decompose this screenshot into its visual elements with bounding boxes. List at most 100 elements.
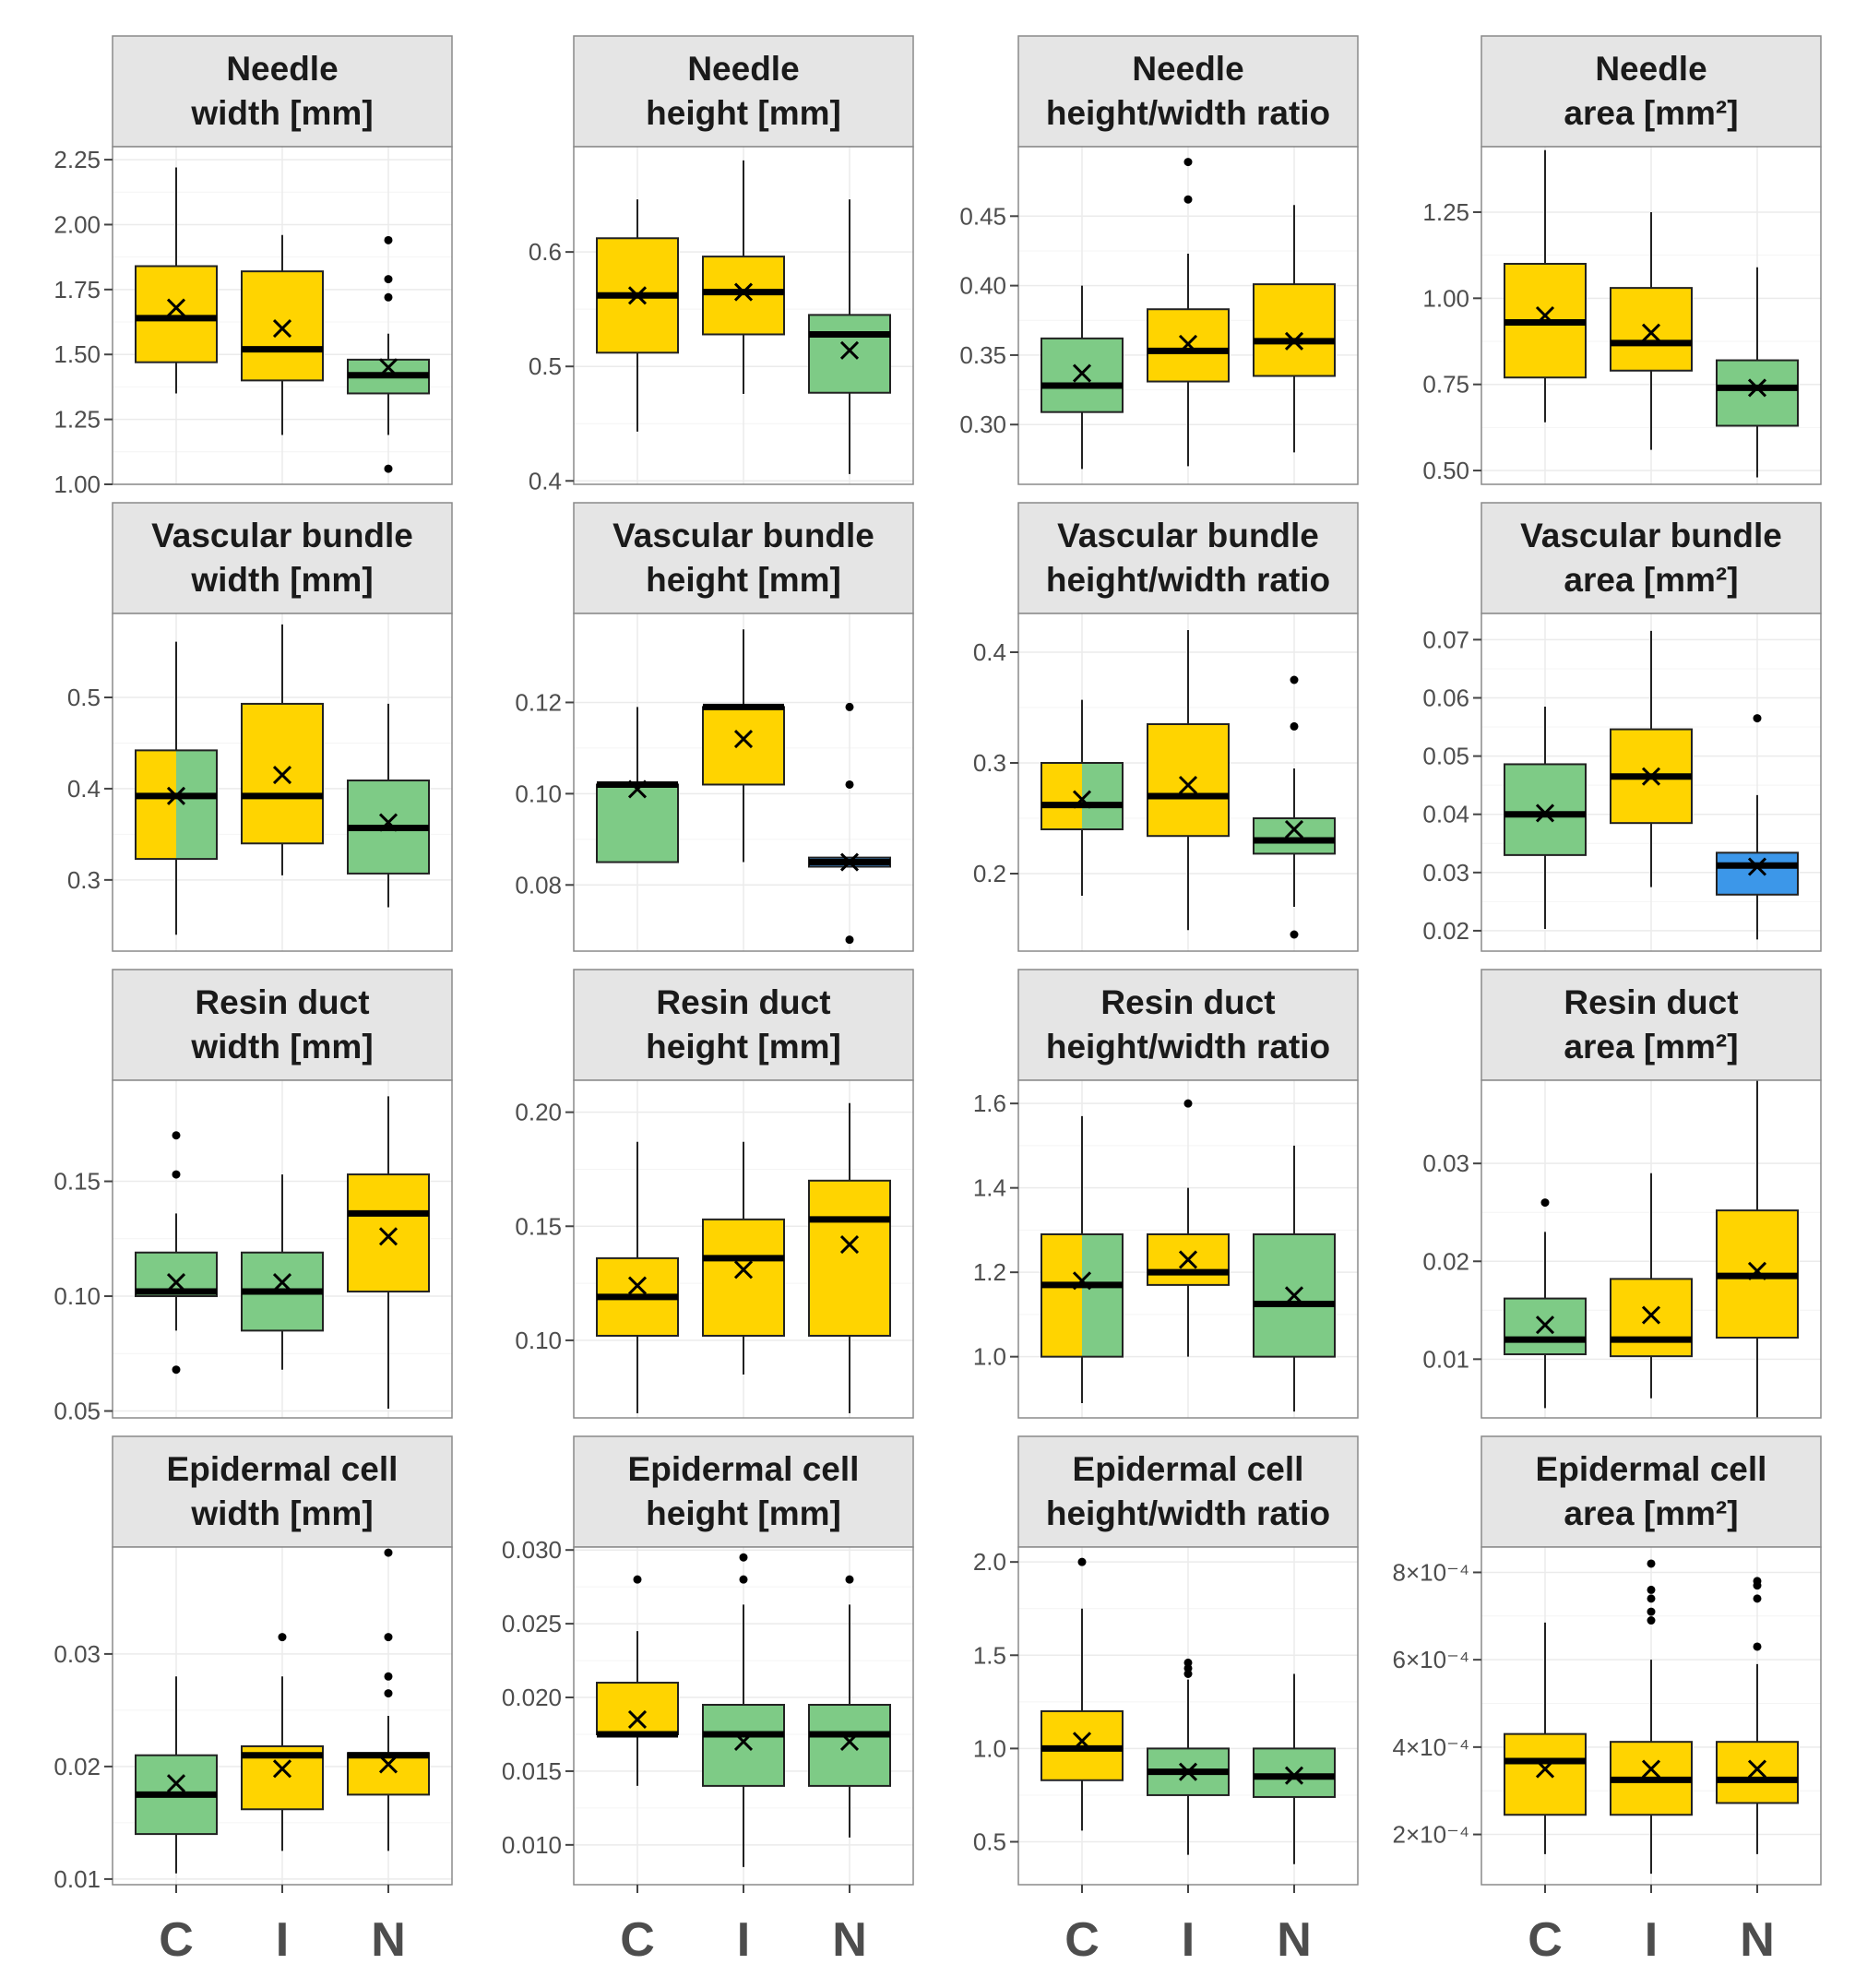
mean-marker bbox=[1072, 1732, 1092, 1751]
y-tick-label: 1.5 bbox=[973, 1641, 1006, 1669]
plot-border bbox=[1017, 1079, 1359, 1419]
outlier-point bbox=[1183, 1099, 1193, 1108]
panel-title-line: height [mm] bbox=[646, 94, 841, 132]
y-tick-label: 0.01 bbox=[1422, 1345, 1469, 1373]
panel-title-line: width [mm] bbox=[190, 1028, 373, 1065]
mean-marker bbox=[272, 766, 292, 785]
panel-title-line: Vascular bundle bbox=[151, 517, 413, 554]
y-tick-label: 0.3 bbox=[973, 749, 1006, 777]
box-C bbox=[1504, 706, 1587, 930]
box-N bbox=[1253, 205, 1336, 453]
outlier-point bbox=[633, 1575, 642, 1584]
y-tick-label: 1.2 bbox=[973, 1258, 1006, 1286]
mean-marker bbox=[839, 340, 860, 360]
mean-marker bbox=[166, 1273, 186, 1292]
mean-marker bbox=[733, 1260, 754, 1280]
box-iqr bbox=[1253, 817, 1336, 855]
box-iqr bbox=[1610, 287, 1693, 372]
panel-10: Resin duct height/width ratio 1.0 1.2 1.4 1.6 bbox=[973, 969, 1359, 1419]
outlier-point bbox=[384, 1633, 393, 1642]
y-tick-label: 0.03 bbox=[1422, 1149, 1469, 1177]
box-iqr bbox=[135, 265, 218, 363]
mean-marker bbox=[1747, 857, 1767, 876]
y-tick-label: 1.00 bbox=[54, 470, 101, 498]
x-category-label: C bbox=[1064, 1913, 1100, 1967]
y-tick-label: 0.10 bbox=[54, 1282, 101, 1310]
y-tick-label: 0.10 bbox=[515, 780, 562, 807]
y-tick-label: 0.02 bbox=[1422, 1247, 1469, 1275]
y-tick-label: 1.25 bbox=[54, 406, 101, 434]
mean-marker bbox=[1072, 790, 1092, 809]
box-iqr bbox=[1716, 1741, 1799, 1804]
x-category-label: C bbox=[159, 1913, 194, 1967]
box-I bbox=[1610, 1559, 1693, 1875]
panel-strip bbox=[573, 35, 914, 148]
y-tick-label: 4×10⁻⁴ bbox=[1393, 1733, 1469, 1761]
y-tick-label: 0.30 bbox=[959, 411, 1006, 438]
outlier-point bbox=[1647, 1559, 1656, 1568]
panel-strip bbox=[1481, 1435, 1822, 1548]
mean-marker bbox=[1641, 1305, 1661, 1325]
plot-border bbox=[112, 613, 453, 952]
mean-marker bbox=[1284, 819, 1304, 839]
mean-marker bbox=[166, 1774, 186, 1793]
mean-marker bbox=[272, 1273, 292, 1292]
panel-title-line: height/width ratio bbox=[1046, 1028, 1330, 1065]
y-tick-label: 1.4 bbox=[973, 1174, 1006, 1202]
panel-6: Vascular bundle height/width ratio 0.2 0.3 0… bbox=[973, 502, 1359, 952]
y-tick-label: 0.12 bbox=[515, 688, 562, 716]
x-category-label: N bbox=[371, 1913, 406, 1967]
plot-border bbox=[573, 613, 914, 952]
y-tick-label: 0.025 bbox=[502, 1610, 562, 1637]
box-iqr bbox=[1041, 337, 1124, 413]
y-tick-label: 0.02 bbox=[1422, 917, 1469, 945]
panel-5: Vascular bundle height [mm] 0.08 0.10 0.12 bbox=[515, 502, 914, 952]
mean-marker bbox=[627, 286, 648, 305]
box-I bbox=[1147, 158, 1230, 467]
panel-strip bbox=[1481, 502, 1822, 614]
mean-marker bbox=[733, 1732, 754, 1752]
box-fill-right bbox=[1082, 1233, 1123, 1357]
y-tick-label: 0.5 bbox=[67, 684, 101, 711]
outlier-point bbox=[1290, 930, 1299, 939]
panel-strip bbox=[1017, 35, 1359, 148]
y-tick-label: 1.25 bbox=[1422, 198, 1469, 226]
outlier-point bbox=[1647, 1616, 1656, 1625]
box-N bbox=[347, 235, 430, 473]
x-category-label: I bbox=[1182, 1913, 1195, 1967]
box-iqr bbox=[1147, 1232, 1230, 1286]
box-iqr bbox=[702, 256, 785, 336]
y-tick-label: 0.5 bbox=[529, 352, 562, 380]
box-I bbox=[702, 629, 785, 863]
mean-marker bbox=[378, 1227, 398, 1246]
box-iqr bbox=[241, 270, 324, 382]
outlier-point bbox=[172, 1170, 181, 1179]
outlier-point bbox=[384, 464, 393, 473]
plot-border bbox=[1481, 613, 1822, 952]
x-category-label: C bbox=[1528, 1913, 1563, 1967]
y-tick-label: 0.05 bbox=[1422, 743, 1469, 770]
y-tick-label: 0.4 bbox=[529, 467, 562, 494]
outlier-point bbox=[1290, 721, 1299, 731]
mean-marker bbox=[627, 1709, 648, 1730]
mean-marker bbox=[378, 358, 398, 377]
y-tick-label: 0.15 bbox=[54, 1168, 101, 1196]
outlier-point bbox=[1183, 158, 1193, 167]
y-tick-label: 2.25 bbox=[54, 146, 101, 173]
y-tick-label: 0.3 bbox=[67, 866, 101, 894]
plot-border bbox=[112, 1079, 453, 1419]
y-tick-label: 0.015 bbox=[502, 1757, 562, 1785]
box-fill-left bbox=[136, 750, 176, 860]
panel-13: Epidermal cell height [mm] 0.010 0.015 0.020… bbox=[502, 1435, 914, 1886]
box-iqr bbox=[1504, 1732, 1587, 1816]
box-fill-left bbox=[1041, 1233, 1082, 1357]
panel-title-line: height/width ratio bbox=[1046, 561, 1330, 599]
panel-0: Needle width [mm] 1.00 1.25 1.50 1.75 2.00 2.25 bbox=[54, 35, 453, 498]
box-iqr bbox=[347, 1752, 430, 1796]
panel-title-line: Vascular bundle bbox=[1057, 517, 1319, 554]
panel-title-line: Resin duct bbox=[1564, 983, 1738, 1021]
box-iqr bbox=[596, 1682, 679, 1735]
box-I bbox=[1610, 1173, 1693, 1399]
box-iqr bbox=[808, 314, 891, 394]
panel-title-line: Vascular bundle bbox=[1520, 517, 1782, 554]
